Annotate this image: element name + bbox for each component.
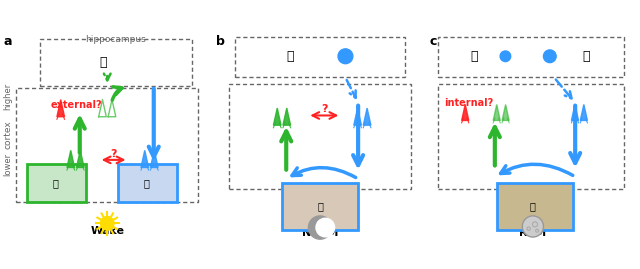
Polygon shape — [572, 104, 579, 121]
Text: ?: ? — [110, 148, 117, 158]
Polygon shape — [273, 108, 281, 125]
Circle shape — [500, 51, 511, 62]
Circle shape — [543, 50, 556, 63]
Polygon shape — [150, 150, 158, 168]
Text: Wake: Wake — [90, 226, 124, 236]
Text: 🚗: 🚗 — [530, 201, 536, 211]
Text: cortex: cortex — [3, 120, 12, 149]
Circle shape — [316, 218, 335, 237]
Text: 🐕: 🐕 — [470, 50, 477, 63]
Text: external?: external? — [50, 100, 102, 110]
Polygon shape — [57, 100, 65, 117]
Polygon shape — [283, 108, 291, 125]
Text: 🐕: 🐕 — [99, 56, 107, 69]
Circle shape — [522, 216, 543, 237]
Text: c: c — [429, 35, 436, 48]
Polygon shape — [76, 150, 84, 168]
Text: internal?: internal? — [444, 98, 493, 108]
Text: NREM: NREM — [302, 228, 339, 238]
Text: ?: ? — [321, 104, 328, 114]
FancyBboxPatch shape — [118, 164, 177, 202]
Polygon shape — [364, 108, 371, 125]
Text: 🐶: 🐶 — [143, 178, 149, 188]
Text: hippocampus: hippocampus — [85, 35, 146, 44]
Text: 🐶: 🐶 — [317, 201, 323, 211]
Text: 🚗: 🚗 — [582, 50, 589, 63]
Circle shape — [101, 217, 113, 230]
Text: 🐕: 🐕 — [287, 50, 294, 63]
FancyBboxPatch shape — [497, 183, 573, 230]
Polygon shape — [461, 104, 468, 121]
Text: higher: higher — [3, 83, 12, 110]
Text: lower: lower — [3, 153, 12, 176]
Text: 🐶: 🐶 — [52, 178, 58, 188]
Polygon shape — [141, 150, 148, 168]
FancyBboxPatch shape — [282, 183, 358, 230]
Polygon shape — [354, 108, 362, 125]
Polygon shape — [580, 104, 588, 121]
Text: b: b — [216, 35, 225, 48]
Circle shape — [308, 216, 332, 239]
Text: REM: REM — [519, 228, 547, 238]
Polygon shape — [67, 150, 75, 168]
Polygon shape — [493, 104, 500, 121]
Circle shape — [338, 49, 353, 64]
Polygon shape — [502, 104, 509, 121]
FancyBboxPatch shape — [27, 164, 86, 202]
Text: a: a — [4, 35, 12, 48]
